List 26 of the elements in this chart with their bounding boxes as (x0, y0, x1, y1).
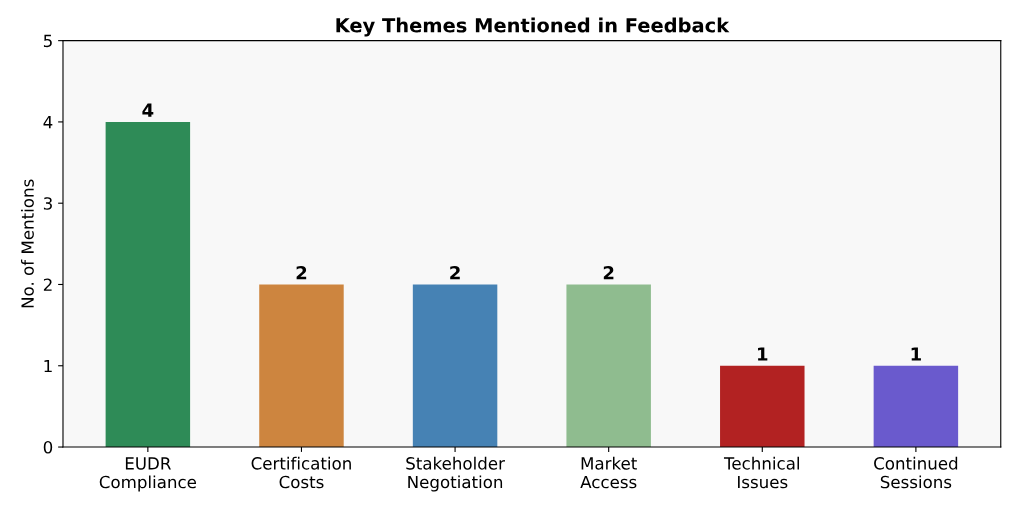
data-label: 1 (758, 347, 768, 361)
data-label: 2 (450, 265, 460, 280)
y-tick-label: 4 (43, 116, 53, 129)
y-tick-label: 2 (43, 278, 52, 291)
bar (105, 121, 191, 448)
x-tick-label: Stakeholder Negotiation (406, 456, 505, 492)
y-tick-label: 3 (43, 197, 52, 210)
x-tick-label: Continued Sessions (874, 456, 958, 489)
data-label: 1 (911, 347, 921, 361)
x-tick-label: Certification Costs (251, 456, 351, 489)
bar (259, 284, 344, 448)
data-label: 2 (296, 265, 307, 280)
x-tick-label: Market Access (580, 456, 637, 489)
bar (720, 365, 805, 448)
chart-title: Key Themes Mentioned in Feedback (336, 17, 730, 37)
x-tick-label: EUDR Compliance (99, 457, 197, 492)
bar (873, 365, 959, 448)
data-label: 4 (142, 103, 154, 117)
data-label: 2 (603, 265, 614, 280)
bar (412, 284, 498, 448)
y-tick-label: 1 (44, 359, 52, 373)
x-tick-label: Technical Issues (723, 456, 799, 489)
bar (566, 284, 651, 448)
y-axis-title: No. of Mentions (20, 179, 34, 308)
y-tick-label: 0 (43, 441, 53, 454)
y-tick-label: 5 (43, 34, 52, 48)
